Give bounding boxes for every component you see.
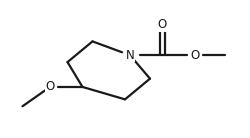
Text: O: O	[190, 49, 200, 62]
Text: O: O	[46, 80, 54, 93]
Text: O: O	[158, 18, 167, 31]
Text: N: N	[126, 49, 134, 62]
